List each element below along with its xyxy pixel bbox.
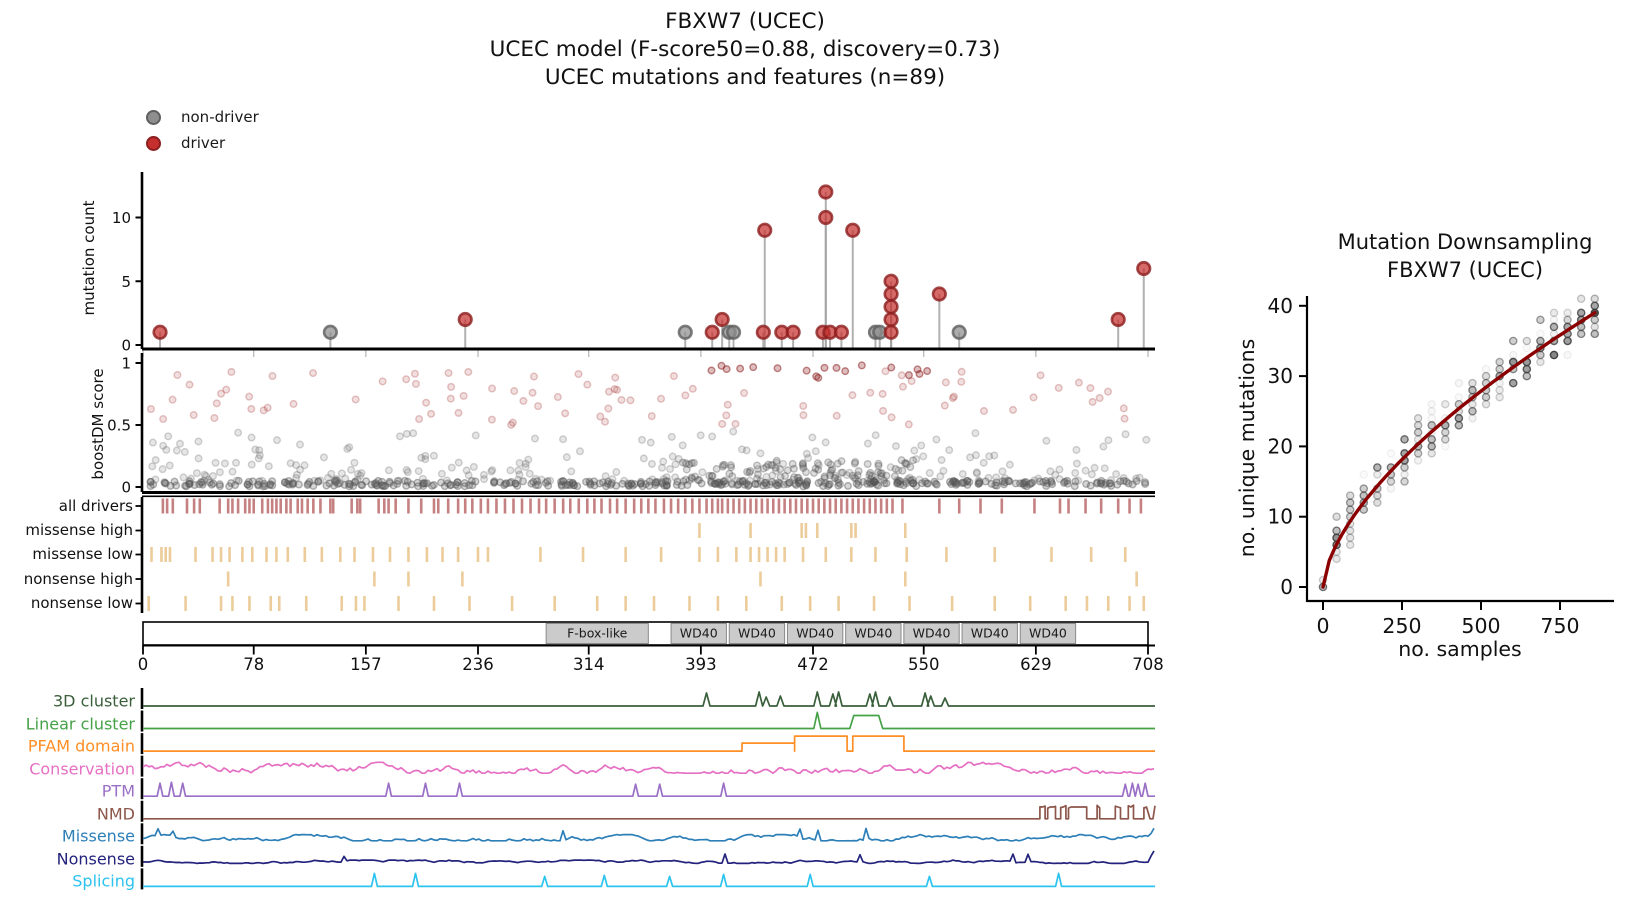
svg-text:30: 30 <box>1268 364 1293 388</box>
svg-text:5: 5 <box>121 273 131 291</box>
feature-tracks <box>140 688 1156 890</box>
svg-text:0.5: 0.5 <box>107 417 131 435</box>
svg-text:WD40: WD40 <box>854 626 892 641</box>
needle-y-axis-label: mutation count <box>80 200 98 316</box>
svg-text:20: 20 <box>1268 434 1293 458</box>
downsampling-title-line-1: Mutation Downsampling <box>1337 230 1593 254</box>
svg-text:1: 1 <box>121 355 131 373</box>
downsampling-x-axis-label: no. samples <box>1398 637 1522 661</box>
svg-text:500: 500 <box>1461 614 1500 638</box>
main-title: FBXW7 (UCEC) UCEC model (F-score50=0.88,… <box>245 8 1245 92</box>
downsampling-title: Mutation Downsampling FBXW7 (UCEC) <box>1280 228 1632 284</box>
driver-tracks <box>135 497 1146 613</box>
svg-text:472: 472 <box>797 655 829 674</box>
svg-text:157: 157 <box>350 655 382 674</box>
track-label-nonsense-low: nonsense low <box>30 594 133 612</box>
downsampling-title-line-2: FBXW7 (UCEC) <box>1386 258 1544 282</box>
feature-label-nmd: NMD <box>96 804 135 823</box>
svg-text:WD40: WD40 <box>738 626 776 641</box>
svg-text:WD40: WD40 <box>680 626 718 641</box>
svg-text:0: 0 <box>1280 575 1293 599</box>
domain-bar: F-box-like WD40 WD40 WD40 WD40 WD40 WD40 WD40 <box>142 621 1149 646</box>
svg-text:40: 40 <box>1268 294 1293 318</box>
protein-axis: 0 78 157 236 314 393 472 550 629 708 <box>138 644 1164 674</box>
svg-text:78: 78 <box>243 655 264 674</box>
svg-text:WD40: WD40 <box>913 626 951 641</box>
svg-text:629: 629 <box>1020 655 1052 674</box>
downsampling-y-axis-label: no. unique mutations <box>1235 338 1259 558</box>
needle-plot: 0 5 10 <box>112 172 1155 357</box>
svg-text:314: 314 <box>573 655 605 674</box>
svg-text:WD40: WD40 <box>796 626 834 641</box>
feature-label-ptm: PTM <box>101 781 135 801</box>
svg-text:0: 0 <box>121 337 131 355</box>
feature-label-3d-cluster: 3D cluster <box>53 691 135 711</box>
legend-label-driver: driver <box>181 134 226 152</box>
track-label-missense-high: missense high <box>25 521 133 539</box>
boostdm-panel: 10.50 <box>107 353 1155 498</box>
svg-text:236: 236 <box>462 655 494 674</box>
title-line-3: UCEC mutations and features (n=89) <box>544 65 946 90</box>
svg-text:750: 750 <box>1540 614 1579 638</box>
feature-label-pfam-domain: PFAM domain <box>27 736 135 756</box>
legend-item-non-driver: non-driver <box>146 104 259 130</box>
svg-text:0: 0 <box>1316 614 1329 638</box>
feature-label-conservation: Conservation <box>29 759 135 778</box>
track-label-all-drivers: all drivers <box>58 497 133 515</box>
non-driver-dot-icon <box>146 109 161 125</box>
needle-legend: non-driver driver <box>146 104 259 156</box>
svg-text:393: 393 <box>685 655 717 674</box>
svg-text:250: 250 <box>1382 614 1421 638</box>
feature-label-missense: Missense <box>61 826 135 846</box>
svg-text:WD40: WD40 <box>971 626 1009 641</box>
feature-label-nonsense: Nonsense <box>56 849 135 868</box>
legend-item-driver: driver <box>146 130 259 156</box>
svg-text:10: 10 <box>1268 505 1293 529</box>
svg-text:708: 708 <box>1132 655 1164 674</box>
svg-text:0: 0 <box>138 655 149 674</box>
title-line-2: UCEC model (F-score50=0.88, discovery=0.… <box>489 37 1001 62</box>
svg-text:10: 10 <box>112 209 131 227</box>
svg-text:0: 0 <box>121 479 131 497</box>
svg-text:550: 550 <box>908 655 940 674</box>
title-line-1: FBXW7 (UCEC) <box>665 9 825 34</box>
downsampling-plot: 0 10 20 30 40 0 250 500 750 <box>1268 294 1614 638</box>
track-label-nonsense-high: nonsense high <box>23 570 133 588</box>
svg-text:F-box-like: F-box-like <box>567 626 628 641</box>
svg-text:WD40: WD40 <box>1029 626 1067 641</box>
driver-dot-icon <box>146 135 161 151</box>
legend-label-non-driver: non-driver <box>181 108 259 126</box>
track-label-missense-low: missense low <box>32 545 133 563</box>
boostdm-y-axis-label: boostDM score <box>89 368 107 480</box>
feature-label-linear-cluster: Linear cluster <box>25 714 135 733</box>
feature-label-splicing: Splicing <box>72 871 135 891</box>
